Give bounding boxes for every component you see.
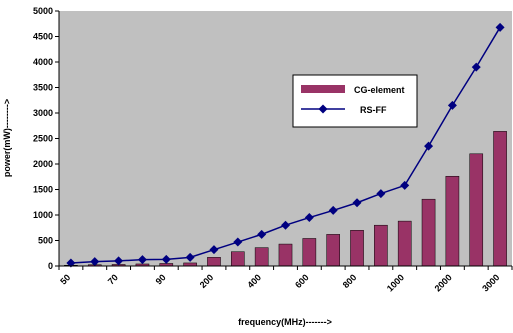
x-axis-title: frequency(MHz)-------> <box>238 317 332 327</box>
marker-rs-ff-60 <box>90 257 100 267</box>
y-tick-label: 2500 <box>33 134 53 144</box>
legend-label-cg-element: CG-element <box>354 85 405 95</box>
bar-cg-element-500 <box>278 243 293 267</box>
y-tick-label: 5000 <box>33 6 53 16</box>
y-axis-ticks: 0 500 1000 1500 2000 2500 3000 3500 4000 4500 5000 <box>33 6 59 271</box>
marker-rs-ff-800 <box>352 198 362 208</box>
y-tick-label: 4500 <box>33 32 53 42</box>
y-tick-label: 0 <box>48 261 53 271</box>
bar-cg-element-700 <box>326 234 340 267</box>
legend-box <box>292 74 418 128</box>
y-axis-title: power(mW)--------> <box>2 99 12 177</box>
marker-rs-ff-200 <box>209 245 219 255</box>
bar-cg-element-1000 <box>397 220 412 267</box>
bar-cg-element-200 <box>207 257 221 267</box>
bar-series-cg-element <box>64 131 507 267</box>
marker-rs-ff-900 <box>376 189 386 199</box>
marker-rs-ff-300 <box>233 237 243 247</box>
marker-rs-ff-100 <box>185 252 195 262</box>
legend-swatch-cg-element <box>301 85 345 93</box>
marker-rs-ff-600 <box>304 213 314 223</box>
bar-cg-element-2000 <box>445 175 460 267</box>
x-tick-label: 90 <box>154 272 168 286</box>
legend-marker-rs-ff <box>318 104 328 114</box>
marker-rs-ff-2500 <box>471 62 481 72</box>
marker-rs-ff-1500 <box>424 141 434 151</box>
marker-rs-ff-90 <box>161 254 171 264</box>
bar-cg-element-900 <box>374 224 388 267</box>
x-tick-label: 800 <box>341 272 359 290</box>
marker-rs-ff-700 <box>328 205 338 215</box>
bar-cg-element-1500 <box>421 198 436 267</box>
marker-rs-ff-70 <box>114 256 124 266</box>
marker-rs-ff-2000 <box>447 100 457 110</box>
bar-cg-element-3000 <box>493 131 507 267</box>
bar-cg-element-800 <box>350 230 364 267</box>
x-tick-label: 2000 <box>433 272 454 293</box>
x-tick-label: 200 <box>198 272 216 290</box>
bar-cg-element-2500 <box>469 153 484 267</box>
x-tick-label: 1000 <box>385 272 406 293</box>
marker-rs-ff-500 <box>281 220 290 230</box>
bar-cg-element-300 <box>231 251 245 267</box>
marker-group-rs-ff <box>66 22 505 268</box>
y-tick-label: 3500 <box>33 83 53 93</box>
y-tick-label: 500 <box>38 236 53 246</box>
x-tick-label: 400 <box>245 272 263 290</box>
y-tick-label: 2000 <box>33 159 53 169</box>
bar-cg-element-400 <box>254 247 269 267</box>
x-axis-ticks: 50 70 90 200 400 600 800 1000 2000 3000 <box>58 266 513 294</box>
x-tick-label: 70 <box>106 272 120 286</box>
x-tick-label: 50 <box>58 272 72 286</box>
marker-rs-ff-1000 <box>400 180 410 190</box>
marker-rs-ff-400 <box>257 229 267 239</box>
y-tick-label: 1500 <box>33 185 53 195</box>
legend-label-rs-ff: RS-FF <box>360 105 387 115</box>
y-tick-label: 1000 <box>33 210 53 220</box>
marker-rs-ff-3000 <box>495 22 505 32</box>
y-tick-label: 3000 <box>33 108 53 118</box>
marker-rs-ff-80 <box>137 255 147 265</box>
y-tick-label: 4000 <box>33 57 53 67</box>
marker-rs-ff-50 <box>66 258 76 268</box>
x-tick-label: 600 <box>293 272 311 290</box>
bar-cg-element-600 <box>302 238 317 267</box>
legend: CG-element RS-FF <box>292 74 418 128</box>
x-tick-label: 3000 <box>480 272 501 293</box>
